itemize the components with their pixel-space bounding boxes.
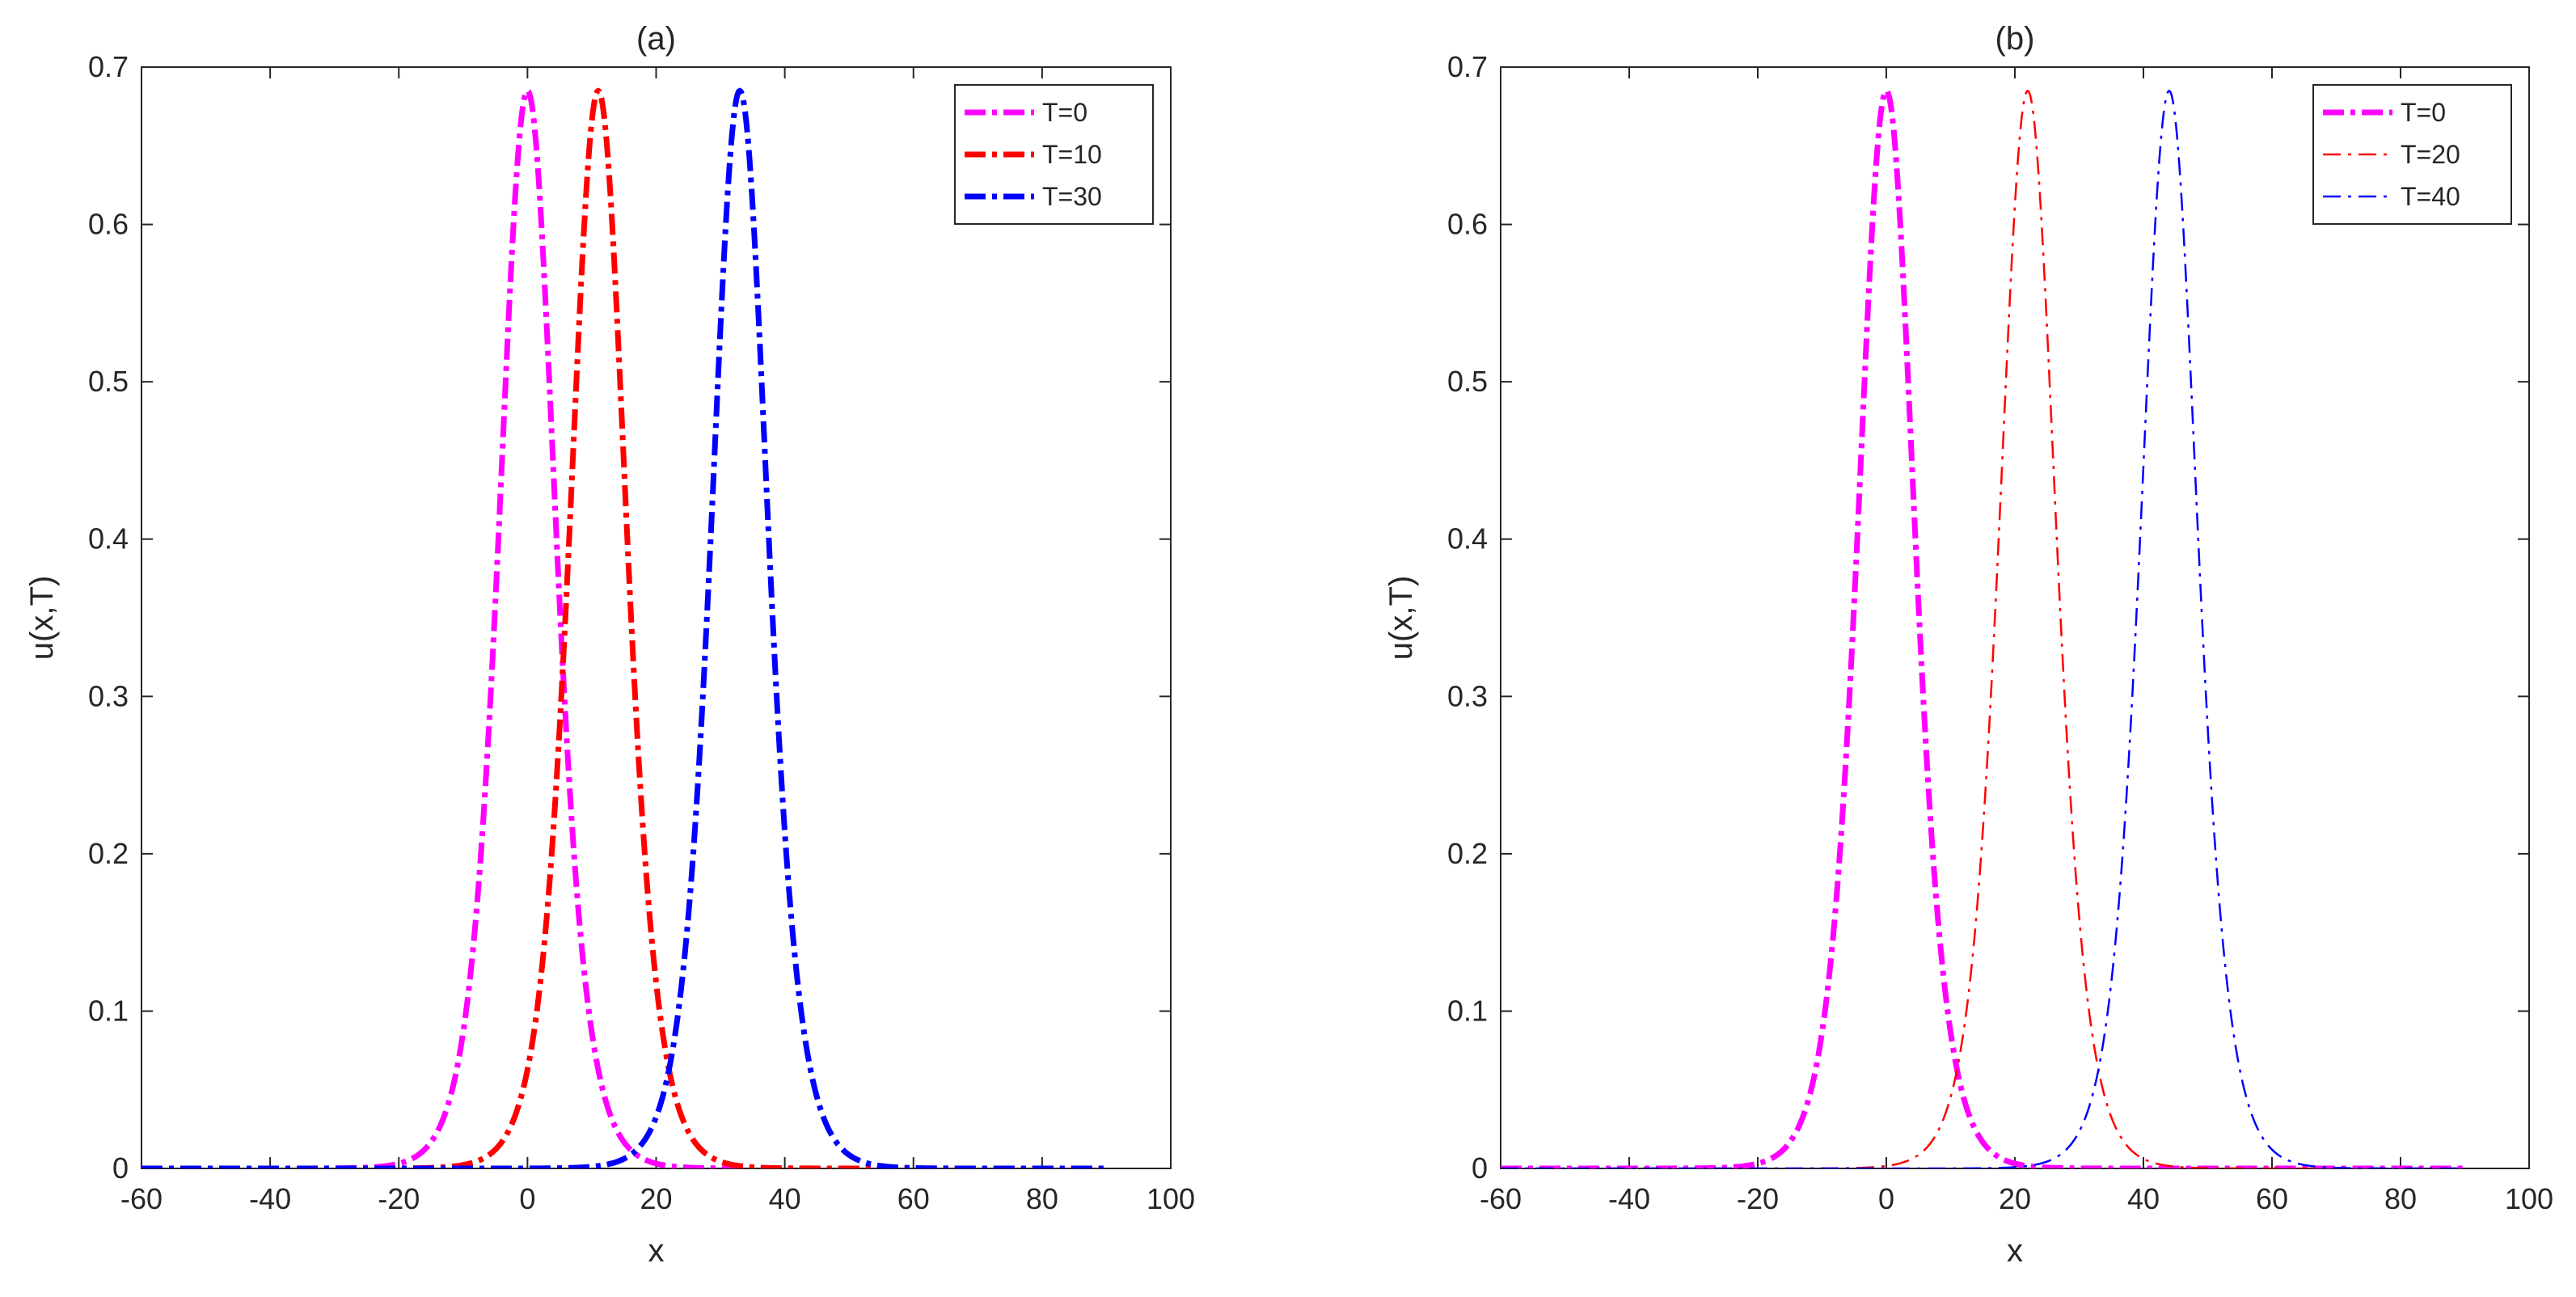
x-tick-label: 100 xyxy=(1147,1182,1195,1215)
series-group xyxy=(141,87,1109,1168)
legend-box xyxy=(2312,84,2512,225)
legend: T=0 T=10 T=30 xyxy=(954,84,1154,225)
x-tick-label: 100 xyxy=(2505,1182,2553,1215)
y-tick-label: 0.1 xyxy=(88,994,129,1027)
x-tick-label: -60 xyxy=(120,1182,163,1215)
x-tick-label: 0 xyxy=(1878,1182,1894,1215)
x-tick-label: 60 xyxy=(897,1182,930,1215)
y-tick-label: 0.2 xyxy=(1447,837,1488,870)
x-axis-label: x xyxy=(648,1233,665,1269)
x-tick-label: 20 xyxy=(640,1182,672,1215)
panel-a: -60 -40 -20 0 20 40 60 80 100 0 0.1 0.2 0.3 0.4 0.5 0.6… xyxy=(24,21,1195,1269)
chart-title: (b) xyxy=(1995,21,2035,57)
y-tick-label: 0.7 xyxy=(1447,50,1488,83)
panel-b: -60 -40 -20 0 20 40 60 80 100 0 0.1 0.2 0.3 0.4 0.5 0.6… xyxy=(1383,21,2553,1269)
y-tick-label: 0.4 xyxy=(88,522,129,556)
legend-label: T=0 xyxy=(2401,98,2446,127)
y-axis-label: u(x,T) xyxy=(24,576,60,660)
series-line-T=20 xyxy=(1501,89,2465,1168)
x-tick-label: -40 xyxy=(1608,1182,1650,1215)
x-tick-label: -60 xyxy=(1480,1182,1522,1215)
x-axis-label: x xyxy=(2007,1233,2023,1269)
x-tick-label: 0 xyxy=(519,1182,535,1215)
legend-label: T=30 xyxy=(1042,182,1102,211)
y-tick-label: 0.7 xyxy=(88,50,129,83)
y-tick-label: 0.3 xyxy=(88,679,129,712)
x-tick-label: -20 xyxy=(1737,1182,1779,1215)
y-tick-label: 0.6 xyxy=(1447,208,1488,241)
series-line-T=0 xyxy=(1501,87,2467,1168)
y-tick-label: 0.3 xyxy=(1447,679,1488,712)
legend-label: T=40 xyxy=(2401,182,2460,211)
legend-box xyxy=(954,84,1154,225)
x-tick-label: -40 xyxy=(249,1182,291,1215)
series-line-T=40 xyxy=(1501,89,2465,1168)
x-tick-label: 20 xyxy=(1999,1182,2031,1215)
y-tick-label: 0.4 xyxy=(1447,522,1488,556)
x-tick-label: 40 xyxy=(2127,1182,2160,1215)
x-tick-label: 60 xyxy=(2256,1182,2288,1215)
legend-label: T=0 xyxy=(1042,98,1087,127)
y-tick-label: 0.1 xyxy=(1447,994,1488,1027)
legend: T=0 T=20 T=40 xyxy=(2312,84,2512,225)
series-line-T=10 xyxy=(141,87,1109,1168)
y-tick-label: 0 xyxy=(112,1151,129,1185)
y-tick-label: 0.5 xyxy=(1447,365,1488,398)
y-axis-label: u(x,T) xyxy=(1383,576,1419,660)
y-tick-label: 0 xyxy=(1472,1151,1488,1185)
series-group xyxy=(1501,87,2467,1168)
x-tick-label: 40 xyxy=(769,1182,801,1215)
x-tick-label: 80 xyxy=(2384,1182,2417,1215)
x-tick-label: 80 xyxy=(1026,1182,1058,1215)
y-tick-label: 0.6 xyxy=(88,208,129,241)
legend-label: T=20 xyxy=(2401,140,2460,169)
y-tick-label: 0.2 xyxy=(88,837,129,870)
y-tick-label: 0.5 xyxy=(88,365,129,398)
x-tick-label: -20 xyxy=(378,1182,420,1215)
chart-title: (a) xyxy=(636,21,676,57)
series-line-T=30 xyxy=(141,87,1109,1168)
legend-label: T=10 xyxy=(1042,140,1102,169)
